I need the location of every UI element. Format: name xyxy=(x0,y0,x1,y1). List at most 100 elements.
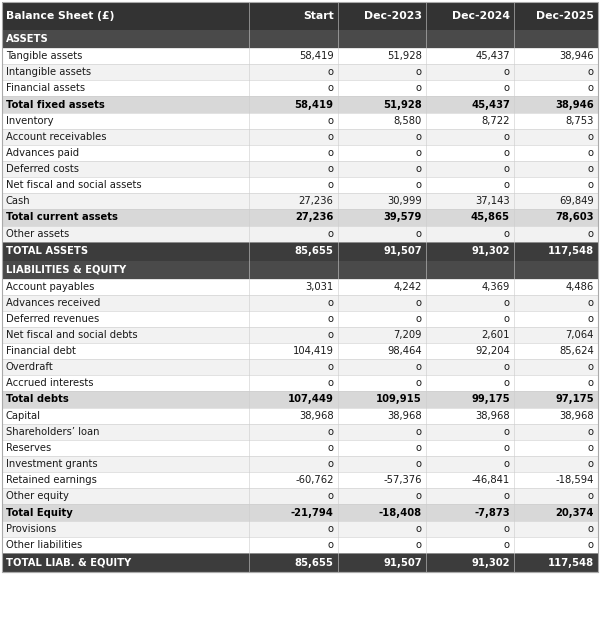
Bar xyxy=(2,553,598,572)
Bar xyxy=(2,472,598,488)
Text: o: o xyxy=(416,378,422,388)
Text: o: o xyxy=(416,459,422,469)
Text: -46,841: -46,841 xyxy=(472,475,510,485)
Text: 85,655: 85,655 xyxy=(295,247,334,257)
Text: Dec-2023: Dec-2023 xyxy=(364,11,422,21)
Bar xyxy=(2,113,598,129)
Text: 7,064: 7,064 xyxy=(566,330,594,340)
Text: o: o xyxy=(328,427,334,437)
Text: o: o xyxy=(504,298,510,308)
Text: o: o xyxy=(416,164,422,174)
Bar xyxy=(2,48,598,64)
Bar xyxy=(2,424,598,440)
Text: o: o xyxy=(416,83,422,93)
Text: Accrued interests: Accrued interests xyxy=(6,378,94,388)
Text: 51,928: 51,928 xyxy=(383,100,422,110)
Text: 117,548: 117,548 xyxy=(548,557,594,567)
Text: Dec-2025: Dec-2025 xyxy=(536,11,594,21)
Bar xyxy=(2,327,598,343)
Bar xyxy=(2,488,598,504)
Bar xyxy=(2,129,598,145)
Bar xyxy=(2,408,598,424)
Bar xyxy=(2,504,598,521)
Text: 45,437: 45,437 xyxy=(471,100,510,110)
Text: 58,419: 58,419 xyxy=(299,51,334,61)
Text: Cash: Cash xyxy=(6,196,31,206)
Text: o: o xyxy=(416,180,422,190)
Text: 109,915: 109,915 xyxy=(376,394,422,404)
Bar xyxy=(2,311,598,327)
Bar xyxy=(2,2,598,30)
Bar xyxy=(2,521,598,537)
Text: Provisions: Provisions xyxy=(6,524,56,534)
Text: Total Equity: Total Equity xyxy=(6,507,73,517)
Text: o: o xyxy=(504,459,510,469)
Text: o: o xyxy=(588,229,594,239)
Bar xyxy=(2,261,598,279)
Text: Financial debt: Financial debt xyxy=(6,346,76,356)
Text: 98,464: 98,464 xyxy=(387,346,422,356)
Text: o: o xyxy=(588,83,594,93)
Text: o: o xyxy=(588,378,594,388)
Text: o: o xyxy=(504,443,510,453)
Text: Balance Sheet (£): Balance Sheet (£) xyxy=(6,11,115,21)
Text: 51,928: 51,928 xyxy=(387,51,422,61)
Text: o: o xyxy=(328,459,334,469)
Text: o: o xyxy=(504,148,510,158)
Bar xyxy=(2,96,598,113)
Text: Other liabilities: Other liabilities xyxy=(6,540,82,550)
Bar xyxy=(2,64,598,80)
Text: o: o xyxy=(588,362,594,372)
Text: 85,655: 85,655 xyxy=(295,557,334,567)
Bar xyxy=(2,30,598,48)
Text: 99,175: 99,175 xyxy=(472,394,510,404)
Bar xyxy=(2,2,598,572)
Bar xyxy=(2,209,598,226)
Text: o: o xyxy=(504,378,510,388)
Text: o: o xyxy=(588,164,594,174)
Text: o: o xyxy=(416,443,422,453)
Text: Deferred costs: Deferred costs xyxy=(6,164,79,174)
Text: o: o xyxy=(504,362,510,372)
Text: Inventory: Inventory xyxy=(6,116,53,126)
Text: 4,242: 4,242 xyxy=(394,282,422,292)
Text: 69,849: 69,849 xyxy=(559,196,594,206)
Text: ASSETS: ASSETS xyxy=(6,34,49,44)
Text: 30,999: 30,999 xyxy=(387,196,422,206)
Text: 39,579: 39,579 xyxy=(383,212,422,223)
Bar xyxy=(2,145,598,161)
Text: 85,624: 85,624 xyxy=(559,346,594,356)
Bar xyxy=(2,343,598,359)
Text: o: o xyxy=(416,148,422,158)
Text: o: o xyxy=(328,443,334,453)
Text: 91,507: 91,507 xyxy=(383,557,422,567)
Text: o: o xyxy=(504,132,510,142)
Text: o: o xyxy=(588,427,594,437)
Text: o: o xyxy=(504,524,510,534)
Text: o: o xyxy=(588,180,594,190)
Text: o: o xyxy=(328,83,334,93)
Text: 8,580: 8,580 xyxy=(394,116,422,126)
Bar xyxy=(2,279,598,295)
Text: Net fiscal and social assets: Net fiscal and social assets xyxy=(6,180,142,190)
Text: 97,175: 97,175 xyxy=(556,394,594,404)
Text: 20,374: 20,374 xyxy=(556,507,594,517)
Text: o: o xyxy=(328,314,334,324)
Text: o: o xyxy=(504,180,510,190)
Text: -57,376: -57,376 xyxy=(383,475,422,485)
Text: o: o xyxy=(588,443,594,453)
Text: 2,601: 2,601 xyxy=(481,330,510,340)
Text: Financial assets: Financial assets xyxy=(6,83,85,93)
Text: 92,204: 92,204 xyxy=(475,346,510,356)
Bar xyxy=(2,456,598,472)
Text: o: o xyxy=(416,132,422,142)
Text: 38,968: 38,968 xyxy=(299,411,334,421)
Text: Other assets: Other assets xyxy=(6,229,69,239)
Text: 91,302: 91,302 xyxy=(472,557,510,567)
Text: Account receivables: Account receivables xyxy=(6,132,107,142)
Text: o: o xyxy=(588,540,594,550)
Text: o: o xyxy=(588,491,594,501)
Bar xyxy=(2,177,598,193)
Text: Total fixed assets: Total fixed assets xyxy=(6,100,105,110)
Text: o: o xyxy=(416,298,422,308)
